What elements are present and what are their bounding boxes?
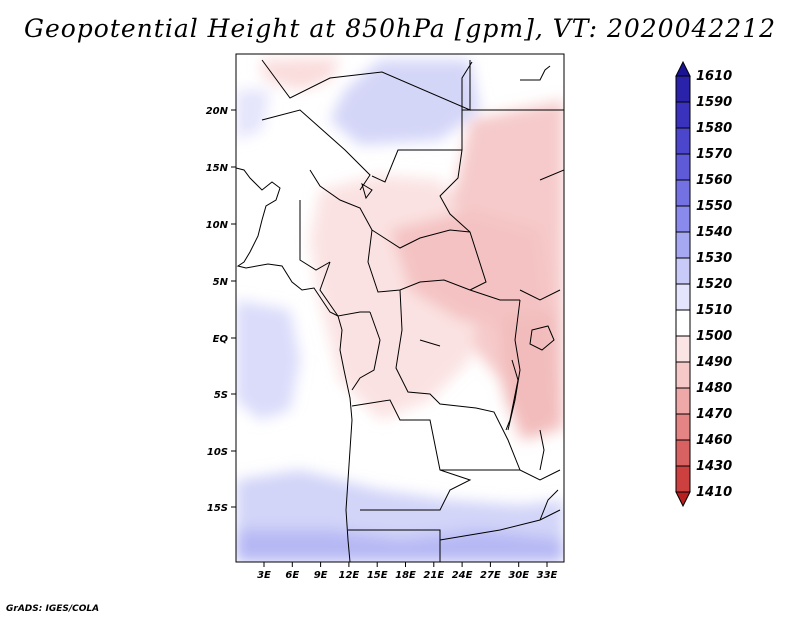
- lat-label: 10S: [207, 447, 228, 458]
- lake-chad: [361, 182, 373, 200]
- lat-label: 5N: [213, 277, 229, 288]
- grads-credit: GrADS: IGES/COLA: [6, 604, 100, 614]
- colorbar-label: 1580: [696, 121, 732, 136]
- border-chad: [371, 149, 487, 291]
- lat-label: 5S: [214, 390, 228, 401]
- colorbar-label: 1510: [696, 303, 732, 318]
- longitude-axis: 3E 6E 9E 12E 15E 18E 21E 24E 27E 30E 33E: [257, 562, 558, 581]
- colorbar-swatch: [675, 361, 691, 389]
- lake-malawi: [539, 429, 545, 471]
- lon-label: 15E: [367, 570, 388, 581]
- lon-label: 6E: [285, 570, 299, 581]
- lon-label: 18E: [395, 570, 416, 581]
- colorbar-swatch: [675, 205, 691, 233]
- colorbar-swatch: [675, 179, 691, 207]
- map-frame: [235, 53, 565, 563]
- lon-label: 12E: [339, 570, 360, 581]
- colorbar-label: 1570: [696, 147, 732, 162]
- coastline-west-africa: [236, 167, 353, 562]
- colorbar-label: 1590: [696, 95, 732, 110]
- border-angola: [351, 399, 472, 511]
- lon-label: 21E: [423, 570, 444, 581]
- colorbar-label: 1480: [696, 381, 732, 396]
- border-sudan: [461, 61, 564, 301]
- colorbar-label: 1550: [696, 199, 732, 214]
- border-drc-east: [507, 299, 521, 431]
- field-blue-north: [330, 60, 480, 145]
- border-car: [367, 229, 520, 301]
- colorbar-swatch: [675, 335, 691, 363]
- lon-label: 27E: [480, 570, 501, 581]
- colorbar-swatch: [675, 387, 691, 415]
- border-south: [348, 489, 561, 562]
- field-pink-northwest: [260, 58, 340, 90]
- field-blue-northwest: [236, 90, 270, 140]
- political-boundaries: [236, 59, 564, 562]
- colorbar-swatch: [675, 75, 691, 103]
- lon-label: 30E: [508, 570, 529, 581]
- colorbar-label: 1430: [696, 459, 732, 474]
- colorbar-swatch: [675, 153, 691, 181]
- border-ethiopia: [520, 65, 564, 181]
- colorbar-label: 1610: [696, 69, 732, 84]
- border-sahara-1: [261, 59, 471, 111]
- colorbar-bottom-arrow: [675, 491, 691, 508]
- colorbar-label: 1470: [696, 407, 732, 422]
- colorbar-swatch: [675, 465, 691, 493]
- field-blue-deep-south: [236, 530, 564, 562]
- colorbar-swatch: [675, 101, 691, 129]
- colorbar-swatch: [675, 309, 691, 337]
- lon-label: 3E: [257, 570, 271, 581]
- border-cameroon: [319, 261, 370, 317]
- lake-tanganyika: [505, 359, 519, 431]
- colorbar-swatch: [675, 439, 691, 467]
- colorbar-top-arrow: [675, 60, 691, 77]
- lake-victoria: [529, 325, 555, 351]
- colorbar-swatch: [675, 231, 691, 259]
- lat-label: EQ: [213, 334, 229, 345]
- lon-label: 9E: [314, 570, 328, 581]
- height-field: [236, 54, 564, 562]
- colorbar-label: 1410: [696, 485, 732, 500]
- chart-title: Geopotential Height at 850hPa [gpm], VT:…: [23, 14, 777, 43]
- colorbar-label: 1530: [696, 251, 732, 266]
- border-nigeria: [299, 169, 373, 271]
- lat-label: 10N: [206, 220, 229, 231]
- colorbar-label: 1560: [696, 173, 732, 188]
- colorbar-swatch: [675, 257, 691, 285]
- lon-label: 33E: [537, 570, 558, 581]
- border-congo: [351, 289, 521, 471]
- colorbar-swatch: [675, 283, 691, 311]
- colorbar-label: 1520: [696, 277, 732, 292]
- colorbar-label: 1540: [696, 225, 732, 240]
- colorbar-label: 1490: [696, 355, 732, 370]
- border-sahara-2: [261, 109, 371, 191]
- lat-label: 15N: [206, 163, 229, 174]
- colorbar-label: 1460: [696, 433, 732, 448]
- border-zambia: [440, 469, 561, 481]
- lat-label: 20N: [206, 106, 229, 117]
- latitude-axis: 20N 15N 10N 5N EQ 5S 10S 15S: [206, 106, 236, 514]
- lat-label: 15S: [207, 503, 228, 514]
- field-blue-gulf: [236, 300, 300, 420]
- colorbar-swatch: [675, 413, 691, 441]
- lon-label: 24E: [452, 570, 473, 581]
- colorbar-swatch: [675, 127, 691, 155]
- colorbar-label: 1500: [696, 329, 732, 344]
